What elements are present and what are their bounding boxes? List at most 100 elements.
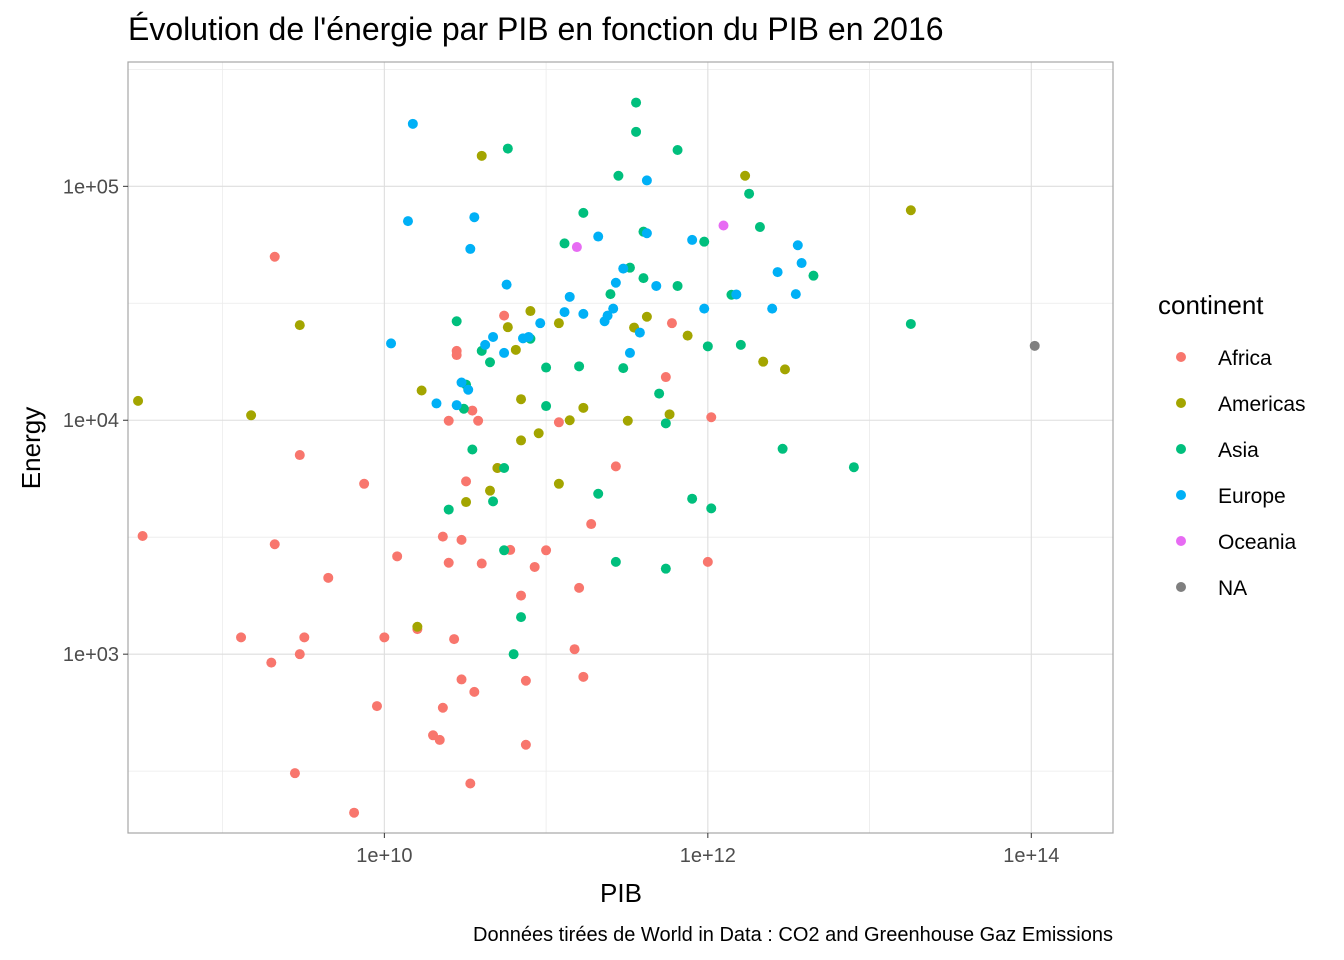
- legend-key: [1176, 398, 1186, 408]
- data-point: [631, 97, 642, 108]
- legend-key: [1176, 582, 1186, 592]
- data-point: [469, 686, 480, 697]
- data-point: [269, 539, 280, 550]
- plot-panel: [127, 61, 1114, 834]
- data-point: [133, 395, 144, 406]
- data-point: [808, 270, 819, 281]
- panel-border: [127, 61, 1114, 834]
- data-point: [461, 497, 472, 508]
- data-point: [294, 450, 305, 461]
- data-point: [456, 534, 467, 545]
- data-point: [476, 558, 487, 569]
- y-tick-label: 1e+04: [63, 410, 119, 432]
- legend-label: Oceania: [1218, 531, 1297, 554]
- data-point: [660, 418, 671, 429]
- data-point: [508, 649, 519, 660]
- data-point: [559, 307, 570, 318]
- data-point: [535, 318, 546, 329]
- data-point: [502, 322, 513, 333]
- data-point: [541, 401, 552, 412]
- data-point: [520, 739, 531, 750]
- data-point: [437, 531, 448, 542]
- data-point: [516, 394, 527, 405]
- data-point: [610, 461, 621, 472]
- data-point: [777, 443, 788, 454]
- series-na: [1029, 340, 1040, 351]
- data-point: [499, 347, 510, 358]
- data-point: [578, 308, 589, 319]
- data-point: [571, 242, 582, 253]
- data-point: [559, 238, 570, 249]
- data-point: [574, 361, 585, 372]
- data-point: [618, 363, 629, 374]
- legend-item-africa: Africa: [1176, 347, 1272, 370]
- data-point: [610, 277, 621, 288]
- data-point: [641, 311, 652, 322]
- data-point: [485, 357, 496, 368]
- data-point: [608, 303, 619, 314]
- legend-label: Asia: [1218, 439, 1259, 462]
- data-point: [593, 488, 604, 499]
- data-point: [702, 341, 713, 352]
- series-asia: [443, 97, 916, 660]
- data-point: [461, 476, 472, 487]
- data-point: [437, 702, 448, 713]
- data-point: [654, 388, 665, 399]
- data-point: [392, 551, 403, 562]
- data-point: [541, 362, 552, 373]
- data-point: [541, 545, 552, 556]
- data-point: [451, 316, 462, 327]
- data-point: [574, 582, 585, 593]
- data-point: [702, 556, 713, 567]
- x-axis-ticks: 1e+10 1e+12 1e+14: [356, 833, 1059, 867]
- data-point: [349, 807, 360, 818]
- data-point: [638, 273, 649, 284]
- legend-item-americas: Americas: [1176, 393, 1306, 416]
- data-point: [767, 303, 778, 314]
- data-point: [613, 170, 624, 181]
- data-point: [706, 412, 717, 423]
- data-point: [682, 330, 693, 341]
- data-point: [569, 644, 580, 655]
- data-point: [294, 649, 305, 660]
- data-point: [796, 258, 807, 269]
- data-point: [516, 590, 527, 601]
- data-point: [744, 188, 755, 199]
- data-point: [236, 632, 247, 643]
- legend-item-oceania: Oceania: [1176, 531, 1297, 554]
- legend-item-asia: Asia: [1176, 439, 1259, 462]
- x-tick-label: 1e+14: [1003, 845, 1059, 867]
- data-point: [848, 462, 859, 473]
- legend-label: Americas: [1218, 393, 1306, 416]
- data-point: [402, 216, 413, 227]
- data-point: [269, 251, 280, 262]
- legend-key: [1176, 352, 1186, 362]
- data-point: [501, 279, 512, 290]
- data-point: [407, 118, 418, 129]
- data-point: [465, 243, 476, 254]
- data-point: [641, 175, 652, 186]
- data-point: [664, 409, 675, 420]
- data-point: [618, 263, 629, 274]
- series-africa: [137, 251, 717, 818]
- data-point: [905, 205, 916, 216]
- data-point: [451, 400, 462, 411]
- data-point: [465, 778, 476, 789]
- data-point: [443, 504, 454, 515]
- y-tick-label: 1e+03: [63, 644, 119, 666]
- data-point: [631, 126, 642, 137]
- data-point: [502, 143, 513, 154]
- data-point: [443, 557, 454, 568]
- data-point: [564, 291, 575, 302]
- legend-label: Africa: [1218, 347, 1272, 370]
- series-oceania: [571, 220, 729, 253]
- data-point: [553, 318, 564, 329]
- data-points: [133, 97, 1040, 818]
- data-point: [792, 240, 803, 251]
- data-point: [480, 339, 491, 350]
- data-point: [246, 410, 257, 421]
- legend-title: continent: [1158, 290, 1264, 320]
- legend: continent Africa Americas Asia Europe Oceani…: [1158, 290, 1306, 600]
- y-tick-label: 1e+05: [63, 176, 119, 198]
- data-point: [699, 303, 710, 314]
